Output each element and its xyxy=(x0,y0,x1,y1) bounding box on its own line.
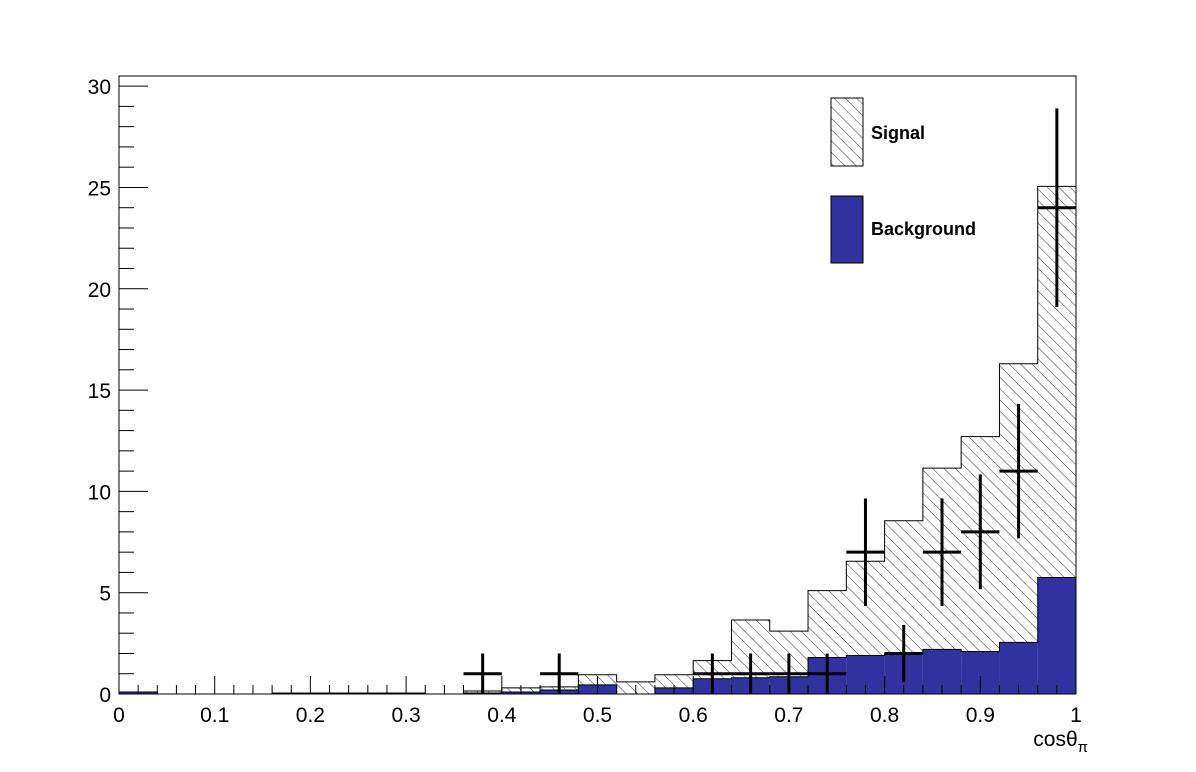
x-tick-label: 0.1 xyxy=(200,704,229,727)
data-series xyxy=(463,108,1076,694)
x-axis-title-subscript: π xyxy=(1078,739,1088,756)
data-point xyxy=(922,498,962,606)
data-point xyxy=(1037,108,1076,307)
legend-label-signal: Signal xyxy=(871,123,925,143)
y-tick-label: 20 xyxy=(88,279,111,302)
x-tick-label: 0.7 xyxy=(774,704,803,727)
x-tick-label: 1 xyxy=(1070,704,1082,727)
y-tick-label: 10 xyxy=(88,481,111,504)
y-tick-label: 15 xyxy=(88,380,111,403)
legend-entry-background: Background xyxy=(830,195,976,264)
x-tick-label: 0.6 xyxy=(679,704,708,727)
background-bar xyxy=(1037,577,1076,694)
x-tick-label: 0.2 xyxy=(296,704,325,727)
x-tick-label: 0.5 xyxy=(583,704,612,727)
y-tick-label: 25 xyxy=(88,177,111,200)
signal-outline xyxy=(118,185,1077,695)
legend-swatch-background xyxy=(830,195,864,264)
x-axis-title: cosθπ xyxy=(1033,728,1088,756)
axes: 0 0.1 0.2 0.3 0.4 0.5 0.6 0.7 0.8 0.9 105101520253… xyxy=(88,76,1082,727)
x-tick-label: 0.3 xyxy=(391,704,420,727)
x-tick-label: 0.4 xyxy=(487,704,517,727)
y-tick-label: 0 xyxy=(99,684,111,707)
legend-label-background: Background xyxy=(871,219,976,239)
x-tick-label: 0.9 xyxy=(966,704,995,727)
y-tick-label: 30 xyxy=(88,76,111,99)
data-point xyxy=(884,624,923,683)
x-tick-label: 0.8 xyxy=(870,704,899,727)
data-point xyxy=(999,403,1038,539)
x-axis-title-main: cosθ xyxy=(1033,728,1077,751)
data-point xyxy=(961,474,1000,590)
x-tick-label: 0 xyxy=(113,704,125,727)
legend-swatch-signal xyxy=(830,97,864,167)
data-point xyxy=(846,498,885,606)
legend: Signal Background xyxy=(830,97,976,264)
legend-entry-signal: Signal xyxy=(830,97,925,167)
y-tick-label: 5 xyxy=(99,583,111,606)
